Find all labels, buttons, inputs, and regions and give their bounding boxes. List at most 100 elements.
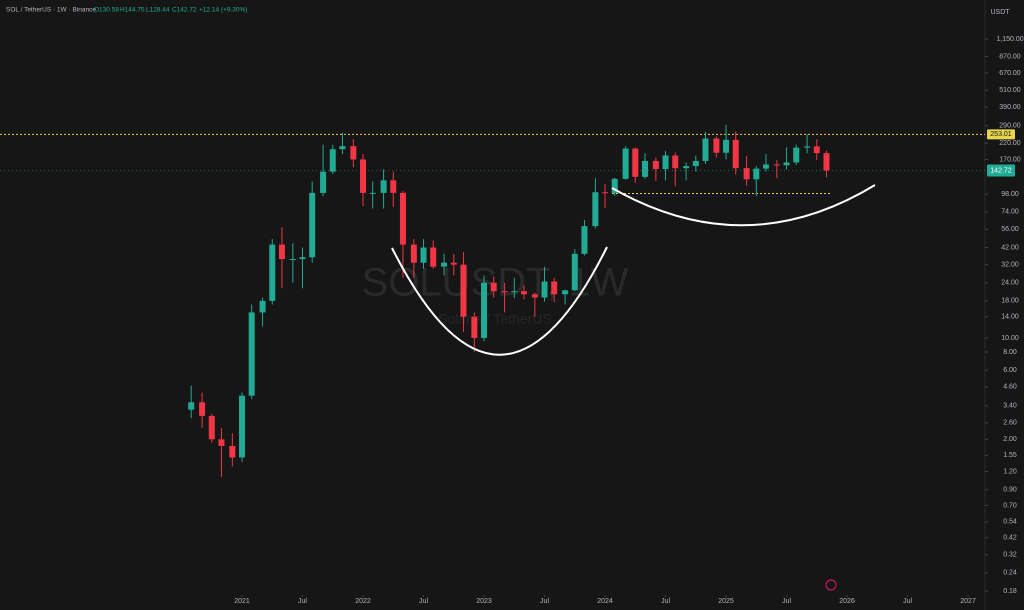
candle-body <box>269 244 276 301</box>
y-tick-label: 670.00 <box>999 70 1021 77</box>
y-tick-label: 0.32 <box>1003 552 1017 559</box>
candle-body <box>641 160 648 177</box>
y-tick-label: 32.00 <box>1001 262 1019 269</box>
x-tick-label: 2024 <box>597 598 613 605</box>
candle-body <box>581 226 588 254</box>
candle-body <box>410 244 417 263</box>
y-tick-label: 220.00 <box>999 140 1021 147</box>
candle-body <box>732 139 739 169</box>
ohlc-change: +12.14 (+9.30%) <box>199 7 247 14</box>
candle-body <box>683 166 690 169</box>
candle-body <box>611 178 618 193</box>
candle-body <box>562 290 569 295</box>
x-tick-label: Jul <box>903 598 912 605</box>
x-tick-label: 2025 <box>718 598 734 605</box>
last-price-tag-bg <box>987 164 1015 177</box>
candle-body <box>450 262 457 265</box>
candle-body <box>471 316 478 338</box>
candle-body <box>743 168 750 180</box>
x-tick-label: 2023 <box>476 598 492 605</box>
candle-body <box>339 146 346 150</box>
candle-body <box>753 168 760 180</box>
y-tick-label: 1.20 <box>1003 468 1017 475</box>
y-tick-label: 18.00 <box>1001 298 1019 305</box>
y-tick-label: 8.00 <box>1003 349 1017 356</box>
candle-body <box>713 138 720 153</box>
x-tick-label: 2027 <box>960 598 976 605</box>
candle-body <box>309 192 316 258</box>
plot <box>0 124 985 477</box>
y-tick-label: 0.90 <box>1003 486 1017 493</box>
candle-body <box>652 160 659 170</box>
candle-body <box>622 148 629 179</box>
candle-body <box>430 247 437 267</box>
y-tick-label: 2.60 <box>1003 420 1017 427</box>
y-tick-label: 6.00 <box>1003 367 1017 374</box>
candle-body <box>662 155 669 170</box>
candle-body <box>369 192 376 194</box>
y-tick-label: 0.18 <box>1003 588 1017 595</box>
x-tick-label: Jul <box>419 598 428 605</box>
currency: USDT <box>990 9 1010 16</box>
x-tick-label: 2026 <box>839 598 855 605</box>
price-tag-bg <box>987 129 1015 140</box>
candle-body <box>490 282 497 292</box>
y-tick-label: 10.00 <box>1001 335 1019 342</box>
candle-body <box>773 164 780 166</box>
candle-body <box>501 291 508 293</box>
y-tick-label: 870.00 <box>999 53 1021 60</box>
candle-body <box>551 281 558 295</box>
watermark: SOLUSDT, 1W <box>362 261 629 305</box>
y-tick-label: 42.00 <box>1001 244 1019 251</box>
y-tick-label: 56.00 <box>1001 226 1019 233</box>
candle-body <box>399 192 406 245</box>
ohlc-high: H144.75 <box>120 7 145 14</box>
candle-body <box>208 415 215 440</box>
last-price-tag: 142.72 <box>990 167 1012 174</box>
candle-body <box>692 160 699 167</box>
candle-body <box>289 259 296 261</box>
x-tick-label: Jul <box>540 598 549 605</box>
candle-body <box>420 247 427 263</box>
y-tick-label: 4.60 <box>1003 384 1017 391</box>
y-tick-label: 98.00 <box>1001 191 1019 198</box>
candle-body <box>278 244 285 260</box>
candle-body <box>762 164 769 169</box>
candle-body <box>511 291 518 293</box>
y-tick-label: 0.42 <box>1003 534 1017 541</box>
candle-body <box>218 439 225 446</box>
candle-body <box>229 445 236 458</box>
candle-body <box>329 149 336 172</box>
y-tick-label: 74.00 <box>1001 209 1019 216</box>
x-tick-label: 2022 <box>355 598 371 605</box>
candle-body <box>672 155 679 169</box>
candle-body <box>783 162 790 166</box>
price-tag: 253.01 <box>990 131 1012 138</box>
candle-body <box>239 395 246 458</box>
candle-body <box>360 159 367 193</box>
event-icon[interactable] <box>825 579 837 591</box>
candle-body <box>199 402 206 416</box>
y-tick-label: 390.00 <box>999 104 1021 111</box>
candle-body <box>592 192 599 227</box>
candle-body <box>188 402 195 410</box>
candle-body <box>813 146 820 154</box>
candle-body <box>441 262 448 267</box>
candle-body <box>460 264 467 317</box>
y-tick-label: 14.00 <box>1001 314 1019 321</box>
y-tick-label: 0.54 <box>1003 519 1017 526</box>
y-tick-label: 1,150.00 <box>996 36 1023 43</box>
candle-body <box>380 180 387 193</box>
y-tick-label: 0.70 <box>1003 502 1017 509</box>
candle-body <box>823 153 830 171</box>
y-tick-label: 510.00 <box>999 87 1021 94</box>
cup-drawing <box>391 246 608 356</box>
y-tick-label: 24.00 <box>1001 280 1019 287</box>
x-tick-label: 2021 <box>234 598 250 605</box>
candle-body <box>702 138 709 161</box>
candle-body <box>350 146 357 160</box>
candle-body <box>320 171 327 193</box>
ohlc-close: C142.72 <box>172 7 197 14</box>
candle-body <box>793 147 800 163</box>
